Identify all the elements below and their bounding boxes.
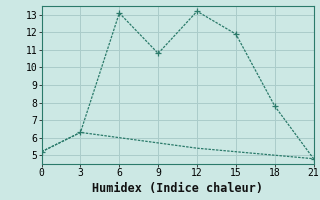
X-axis label: Humidex (Indice chaleur): Humidex (Indice chaleur) <box>92 182 263 195</box>
